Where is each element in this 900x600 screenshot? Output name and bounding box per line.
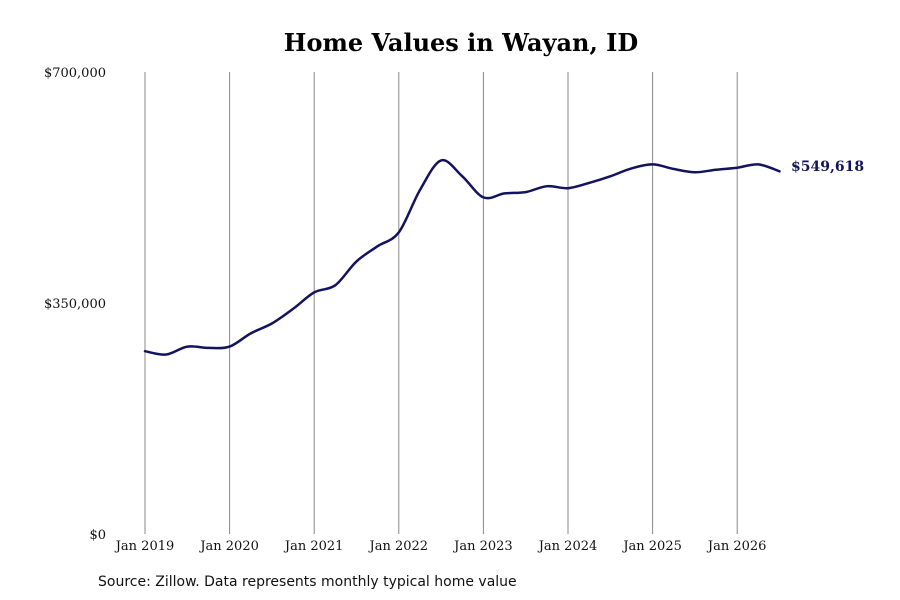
x-tick-label: Jan 2020 bbox=[198, 539, 259, 554]
y-axis-ticks: $0 $350,000 $700,000 bbox=[44, 66, 106, 543]
y-tick-label: $350,000 bbox=[44, 297, 106, 312]
x-axis-ticks: Jan 2019 Jan 2020 Jan 2021 Jan 2022 Jan 2023… bbox=[114, 539, 767, 554]
x-tick-label: Jan 2026 bbox=[706, 539, 767, 554]
source-note: Source: Zillow. Data represents monthly … bbox=[98, 574, 517, 590]
x-tick-label: Jan 2024 bbox=[537, 539, 598, 554]
y-tick-label: $0 bbox=[89, 528, 106, 543]
y-tick-label: $700,000 bbox=[44, 66, 106, 81]
x-tick-label: Jan 2025 bbox=[621, 539, 682, 554]
series-layer bbox=[143, 158, 781, 356]
series-line-0 bbox=[143, 158, 781, 356]
last-value-label: $549,618 bbox=[791, 159, 864, 175]
x-tick-label: Jan 2023 bbox=[452, 539, 513, 554]
x-tick-label: Jan 2022 bbox=[368, 539, 429, 554]
x-tick-label: Jan 2021 bbox=[283, 539, 344, 554]
x-tick-label: Jan 2019 bbox=[114, 539, 175, 554]
chart-title: Home Values in Wayan, ID bbox=[284, 28, 638, 57]
grid-lines bbox=[144, 72, 738, 534]
